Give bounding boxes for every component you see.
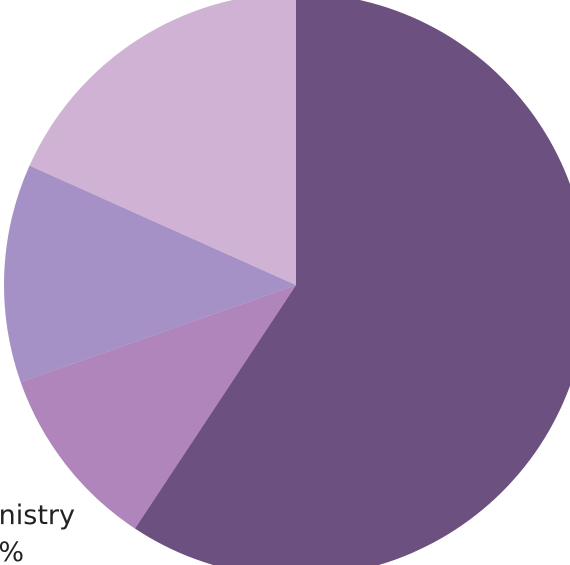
- pie-slice: [134, 0, 570, 565]
- slice-label: nistry: [0, 500, 75, 531]
- pie-slice: [20, 285, 297, 529]
- pie-slice: [3, 165, 296, 383]
- pie-slice: [29, 0, 296, 285]
- slice-label: %: [0, 537, 24, 565]
